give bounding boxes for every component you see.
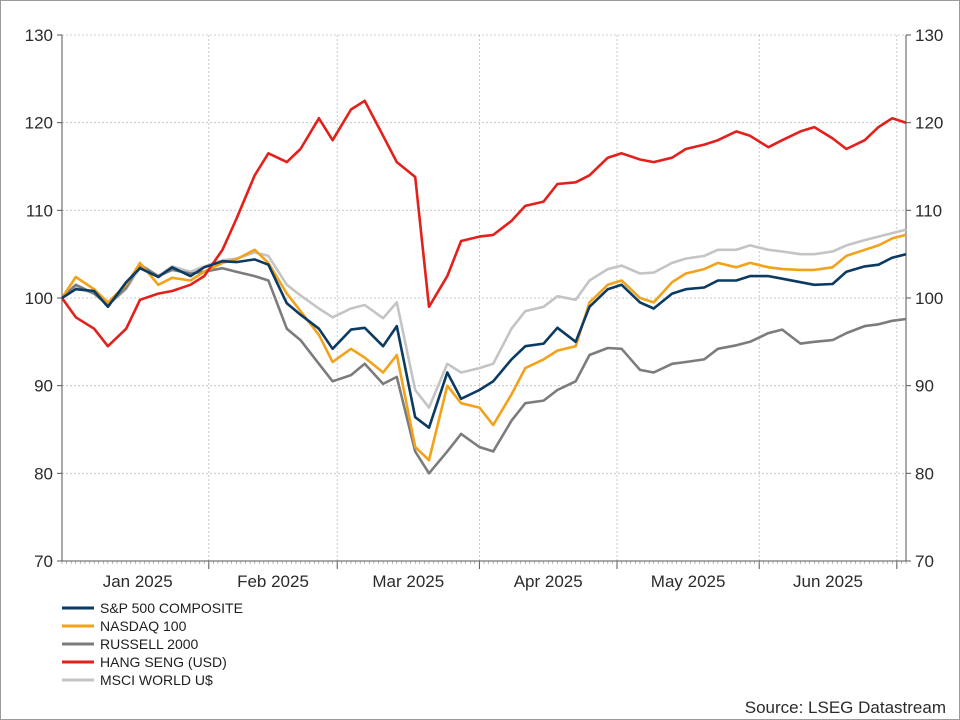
x-tick-label: Feb 2025 [237, 572, 309, 591]
source-note: Source: LSEG Datastream [744, 698, 946, 717]
legend: S&P 500 COMPOSITE NASDAQ 100 RUSSELL 2000 H… [62, 600, 243, 688]
y-tick-label: 100 [915, 289, 943, 308]
y-tick-label: 120 [915, 114, 943, 133]
series-line-1 [60, 233, 907, 462]
y-axis-right: 70 80 90 100 110 120 130 [915, 26, 943, 571]
y-tick-label: 110 [26, 201, 53, 220]
legend-label: S&P 500 COMPOSITE [100, 600, 243, 616]
y-tick-label: 70 [34, 552, 53, 571]
legend-label: MSCI WORLD U$ [100, 672, 213, 688]
y-tick-label: 130 [25, 26, 53, 45]
x-tick-label: May 2025 [651, 572, 726, 591]
series-lines [60, 99, 907, 475]
y-axis-left: 70 80 90 100 110 120 130 [25, 26, 53, 571]
y-tick-label: 80 [915, 464, 934, 483]
y-tick-label: 130 [915, 26, 943, 45]
y-tick-label: 90 [915, 377, 934, 396]
series-line-0 [61, 252, 907, 430]
legend-label: RUSSELL 2000 [100, 636, 199, 652]
series-line-2 [61, 263, 907, 475]
x-tick-label: Jun 2025 [793, 572, 863, 591]
y-tick-label: 120 [25, 114, 53, 133]
legend-label: HANG SENG (USD) [100, 654, 227, 670]
y-tick-label: 80 [34, 464, 53, 483]
y-tick-label: 90 [34, 377, 53, 396]
y-tick-label: 70 [915, 552, 934, 571]
x-tick-label: Jan 2025 [103, 572, 173, 591]
y-tick-label: 100 [25, 289, 53, 308]
legend-label: NASDAQ 100 [100, 618, 187, 634]
grid [62, 34, 906, 561]
x-tick-label: Mar 2025 [372, 572, 444, 591]
y-tick-label: 110 [915, 201, 942, 220]
series-line-4 [61, 228, 907, 409]
axes [57, 34, 911, 569]
x-axis: Jan 2025 Feb 2025 Mar 2025 Apr 2025 May 2025… [103, 572, 863, 591]
series-line-3 [60, 99, 907, 348]
x-tick-label: Apr 2025 [514, 572, 583, 591]
